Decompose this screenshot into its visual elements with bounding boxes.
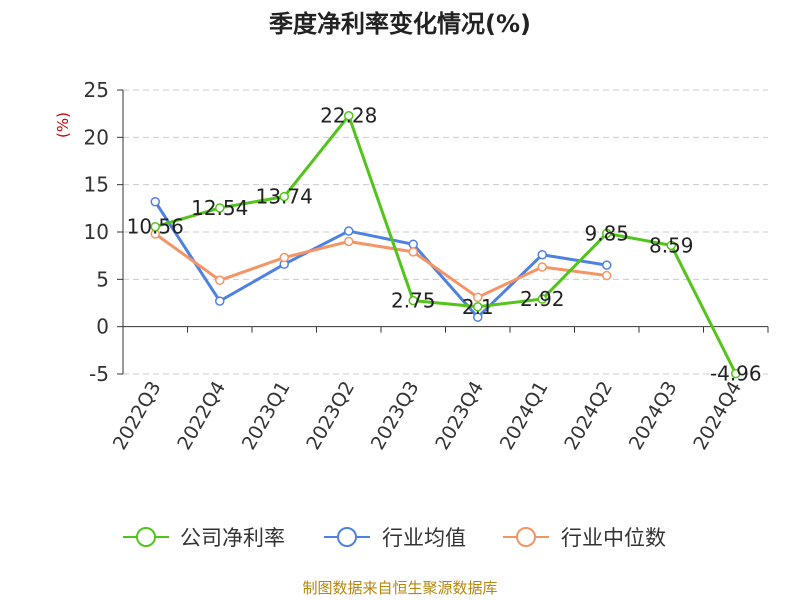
data-label: 12.54 bbox=[191, 196, 248, 220]
legend-label: 行业中位数 bbox=[561, 526, 666, 550]
x-tick-label: 2023Q3 bbox=[367, 378, 424, 454]
data-point bbox=[602, 270, 612, 281]
data-point bbox=[215, 275, 225, 286]
legend-item: 公司净利率 bbox=[123, 526, 285, 550]
x-tick-label: 2024Q1 bbox=[496, 378, 553, 454]
y-tick-label: 5 bbox=[96, 267, 109, 291]
data-point bbox=[215, 203, 225, 213]
data-point bbox=[537, 262, 547, 272]
data-label: -4.96 bbox=[710, 362, 762, 386]
data-point bbox=[731, 368, 741, 379]
data-point bbox=[537, 294, 547, 304]
series-lines bbox=[150, 110, 741, 379]
data-point bbox=[279, 252, 289, 263]
y-tick-label: -5 bbox=[89, 362, 109, 386]
x-tick-label: 2023Q4 bbox=[431, 378, 488, 454]
data-label: 13.74 bbox=[256, 185, 313, 209]
data-point bbox=[408, 239, 418, 250]
x-tick-label: 2024Q2 bbox=[560, 378, 617, 454]
x-tick-label: 2024Q4 bbox=[689, 378, 746, 454]
series-line bbox=[154, 232, 607, 299]
x-tick-label: 2022Q4 bbox=[173, 378, 230, 454]
data-label: 22.28 bbox=[320, 104, 377, 128]
data-point bbox=[473, 302, 483, 312]
x-tick-label: 2022Q3 bbox=[109, 378, 166, 454]
data-point bbox=[279, 191, 289, 202]
data-point bbox=[473, 312, 483, 322]
y-axis-unit-label: (%) bbox=[54, 112, 72, 138]
legend-swatch-marker bbox=[136, 527, 156, 547]
y-tick-label: 15 bbox=[84, 173, 109, 197]
legend-swatch-marker bbox=[516, 527, 536, 547]
y-tick-label: 10 bbox=[84, 220, 109, 244]
y-tick-label: 25 bbox=[84, 78, 109, 102]
series-line bbox=[154, 114, 738, 375]
data-point bbox=[602, 260, 612, 270]
data-point bbox=[150, 221, 160, 232]
data-label: 8.59 bbox=[649, 233, 694, 257]
data-point bbox=[344, 236, 354, 247]
data-point bbox=[408, 295, 418, 306]
legend-item: 行业均值 bbox=[324, 526, 466, 550]
data-point bbox=[602, 228, 612, 239]
data-point bbox=[473, 292, 483, 303]
data-label: 2.1 bbox=[462, 295, 494, 319]
y-tick-label: 0 bbox=[96, 315, 109, 339]
data-label: 10.56 bbox=[127, 215, 184, 239]
source-note: 制图数据来自恒生聚源数据库 bbox=[302, 579, 497, 597]
legend-item: 行业中位数 bbox=[503, 526, 666, 550]
x-tick-label: 2024Q3 bbox=[625, 378, 682, 454]
data-labels: 10.56 12.54 13.74 22.28 2.75 2.1 2.92 9.85 8.59 -… bbox=[127, 104, 762, 386]
legend-label: 公司净利率 bbox=[180, 526, 285, 550]
data-label: 2.92 bbox=[520, 287, 565, 311]
data-point bbox=[537, 249, 547, 260]
data-point bbox=[408, 247, 418, 257]
x-tick-label: 2023Q2 bbox=[302, 378, 359, 454]
legend: 公司净利率 行业均值 行业中位数 bbox=[123, 526, 666, 550]
data-label: 9.85 bbox=[584, 221, 629, 245]
legend-swatch-marker bbox=[337, 527, 357, 547]
y-tick-label: 20 bbox=[84, 125, 109, 149]
data-point bbox=[666, 240, 676, 251]
data-label: 2.75 bbox=[391, 289, 436, 313]
x-tick-label: 2023Q1 bbox=[238, 378, 295, 454]
data-point bbox=[344, 226, 354, 236]
series-line bbox=[153, 200, 607, 319]
series-0 bbox=[150, 110, 741, 379]
chart-title: 季度净利率变化情况(%) bbox=[269, 10, 531, 38]
data-point bbox=[150, 196, 160, 207]
legend-label: 行业均值 bbox=[382, 526, 466, 550]
data-point bbox=[215, 296, 225, 306]
data-point bbox=[344, 110, 354, 121]
